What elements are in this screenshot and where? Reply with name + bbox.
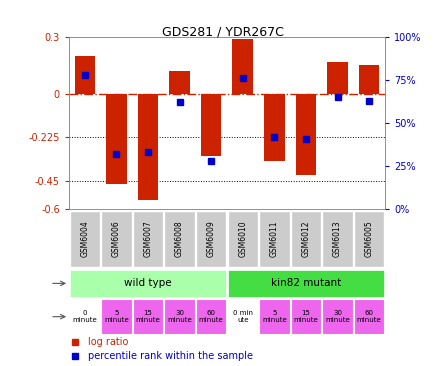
Text: GSM6011: GSM6011 bbox=[270, 221, 279, 257]
Text: 60
minute: 60 minute bbox=[357, 310, 381, 323]
FancyBboxPatch shape bbox=[322, 210, 353, 268]
Text: wild type: wild type bbox=[124, 279, 172, 288]
Text: 30
minute: 30 minute bbox=[325, 310, 350, 323]
Text: GSM6006: GSM6006 bbox=[112, 221, 121, 257]
Bar bbox=[327, 61, 348, 94]
Text: GSM6005: GSM6005 bbox=[364, 221, 374, 257]
Text: GSM6009: GSM6009 bbox=[206, 221, 216, 257]
FancyBboxPatch shape bbox=[227, 210, 258, 268]
FancyBboxPatch shape bbox=[354, 299, 384, 335]
FancyBboxPatch shape bbox=[354, 210, 384, 268]
Text: 15
minute: 15 minute bbox=[136, 310, 160, 323]
Bar bbox=[295, 94, 316, 175]
FancyBboxPatch shape bbox=[227, 299, 258, 335]
Text: log ratio: log ratio bbox=[88, 337, 128, 347]
Text: 5
minute: 5 minute bbox=[262, 310, 287, 323]
Bar bbox=[232, 38, 253, 94]
FancyBboxPatch shape bbox=[133, 299, 163, 335]
FancyBboxPatch shape bbox=[196, 299, 227, 335]
Text: GSM6013: GSM6013 bbox=[333, 221, 342, 257]
Text: 30
minute: 30 minute bbox=[167, 310, 192, 323]
Bar bbox=[359, 66, 380, 94]
FancyBboxPatch shape bbox=[227, 270, 384, 297]
FancyBboxPatch shape bbox=[101, 299, 132, 335]
Text: 5
minute: 5 minute bbox=[104, 310, 129, 323]
Bar bbox=[138, 94, 158, 200]
FancyBboxPatch shape bbox=[69, 299, 100, 335]
FancyBboxPatch shape bbox=[259, 299, 290, 335]
FancyBboxPatch shape bbox=[322, 299, 353, 335]
Text: GDS281 / YDR267C: GDS281 / YDR267C bbox=[162, 26, 283, 39]
Bar bbox=[264, 94, 285, 161]
Text: 60
minute: 60 minute bbox=[199, 310, 223, 323]
Text: GSM6012: GSM6012 bbox=[301, 221, 311, 257]
FancyBboxPatch shape bbox=[196, 210, 227, 268]
Text: 0 min
ute: 0 min ute bbox=[233, 310, 253, 323]
Text: percentile rank within the sample: percentile rank within the sample bbox=[88, 351, 253, 361]
Text: GSM6010: GSM6010 bbox=[238, 221, 247, 257]
Text: GSM6004: GSM6004 bbox=[80, 221, 89, 257]
Text: 15
minute: 15 minute bbox=[294, 310, 318, 323]
FancyBboxPatch shape bbox=[259, 210, 290, 268]
FancyBboxPatch shape bbox=[133, 210, 163, 268]
FancyBboxPatch shape bbox=[69, 270, 227, 297]
FancyBboxPatch shape bbox=[164, 210, 195, 268]
FancyBboxPatch shape bbox=[164, 299, 195, 335]
Bar bbox=[169, 71, 190, 94]
FancyBboxPatch shape bbox=[291, 210, 321, 268]
Text: kin82 mutant: kin82 mutant bbox=[271, 279, 341, 288]
FancyBboxPatch shape bbox=[291, 299, 321, 335]
Bar bbox=[201, 94, 222, 156]
Text: GSM6007: GSM6007 bbox=[143, 221, 153, 257]
Text: 0
minute: 0 minute bbox=[73, 310, 97, 323]
Text: GSM6008: GSM6008 bbox=[175, 221, 184, 257]
Bar bbox=[106, 94, 127, 184]
FancyBboxPatch shape bbox=[101, 210, 132, 268]
Bar bbox=[74, 56, 95, 94]
FancyBboxPatch shape bbox=[69, 210, 100, 268]
